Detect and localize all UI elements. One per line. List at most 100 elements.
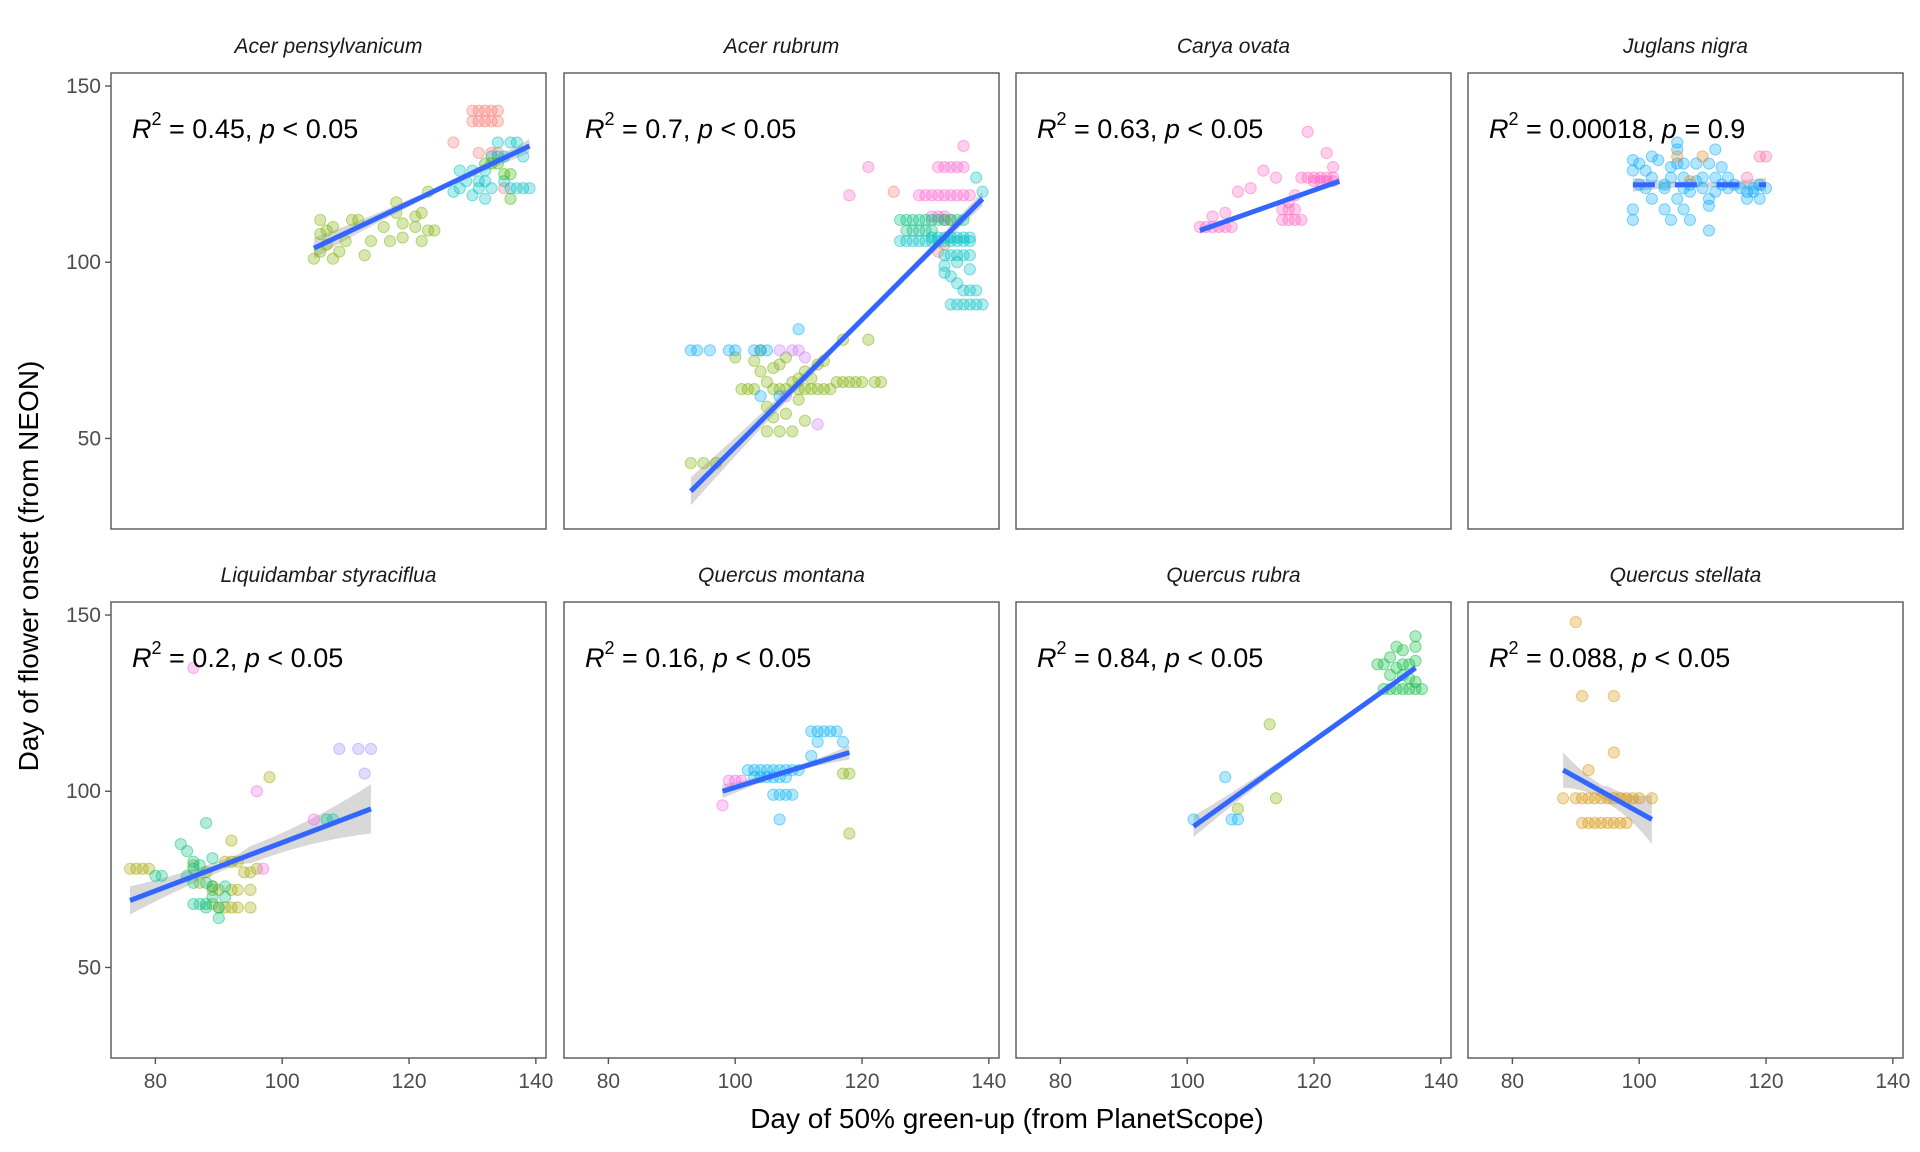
data-point bbox=[1696, 171, 1709, 184]
data-point bbox=[1225, 813, 1238, 826]
comma: , bbox=[245, 114, 260, 144]
data-point bbox=[1702, 157, 1716, 170]
data-point bbox=[1269, 171, 1283, 184]
p-operator: < bbox=[275, 114, 306, 144]
data-point bbox=[760, 375, 774, 389]
data-point bbox=[1288, 213, 1302, 227]
r-symbol: R bbox=[1037, 114, 1057, 144]
data-point bbox=[944, 213, 957, 227]
data-point bbox=[754, 365, 767, 378]
data-point bbox=[1683, 213, 1697, 227]
data-point bbox=[944, 249, 957, 262]
x-tick-label: 140 bbox=[971, 1070, 1006, 1093]
data-point bbox=[479, 192, 492, 205]
data-point bbox=[893, 234, 907, 248]
equals: = bbox=[1519, 643, 1550, 673]
data-point bbox=[1658, 182, 1671, 195]
data-point bbox=[1257, 164, 1270, 177]
data-point bbox=[130, 862, 143, 875]
data-point bbox=[1709, 143, 1722, 156]
data-point bbox=[951, 231, 964, 244]
data-point bbox=[805, 725, 818, 738]
data-point bbox=[1384, 668, 1397, 682]
p-symbol: p bbox=[1661, 114, 1677, 144]
panel-border bbox=[1015, 72, 1452, 530]
data-point bbox=[836, 767, 850, 780]
data-point bbox=[136, 862, 149, 875]
facet-panel: Liquidambar styraciflua R2 = 0.2, p < 0.0… bbox=[66, 564, 553, 1093]
data-point bbox=[1626, 203, 1639, 216]
data-point bbox=[748, 344, 761, 357]
r2-value: 0.16 bbox=[645, 643, 698, 673]
data-point bbox=[517, 182, 530, 195]
data-point bbox=[1658, 203, 1671, 216]
data-point bbox=[466, 189, 479, 202]
data-point bbox=[1269, 792, 1283, 805]
data-point bbox=[479, 104, 492, 117]
data-point bbox=[225, 834, 238, 847]
data-point bbox=[358, 249, 371, 262]
data-point bbox=[498, 175, 511, 188]
data-point bbox=[957, 234, 970, 248]
r2-value: 0.2 bbox=[192, 643, 230, 673]
x-tick-label: 140 bbox=[518, 1070, 553, 1093]
data-point bbox=[333, 245, 346, 258]
data-point bbox=[383, 234, 397, 248]
data-point bbox=[1620, 816, 1633, 830]
p-operator: < bbox=[1647, 643, 1678, 673]
data-point bbox=[1607, 816, 1620, 830]
facet-panel: Quercus stellata R2 = 0.088, p < 0.05 80 10… bbox=[1467, 564, 1910, 1093]
x-tick-label: 120 bbox=[392, 1070, 427, 1093]
data-point bbox=[352, 742, 365, 756]
data-point bbox=[364, 742, 378, 756]
data-point bbox=[925, 224, 938, 237]
confidence-ribbon bbox=[1632, 177, 1767, 192]
data-point bbox=[970, 284, 983, 297]
x-tick-label: 100 bbox=[1622, 1070, 1657, 1093]
data-point bbox=[307, 252, 321, 265]
facet-title: Acer rubrum bbox=[722, 35, 840, 58]
data-point bbox=[1569, 615, 1582, 629]
data-point bbox=[938, 213, 951, 227]
data-point bbox=[187, 661, 200, 674]
equals: = bbox=[162, 114, 193, 144]
data-point bbox=[212, 901, 225, 914]
x-tick-label: 80 bbox=[1049, 1070, 1072, 1093]
facet-panel: Carya ovata R2 = 0.63, p < 0.05 bbox=[1015, 35, 1452, 530]
data-point bbox=[1282, 213, 1295, 227]
superscript-2: 2 bbox=[152, 638, 162, 658]
facet-panel: Acer rubrum R2 = 0.7, p < 0.05 bbox=[563, 35, 1000, 530]
data-point bbox=[333, 742, 346, 756]
data-point bbox=[906, 213, 919, 227]
facet-title: Quercus stellata bbox=[1610, 564, 1762, 587]
data-point bbox=[206, 883, 219, 897]
data-point bbox=[798, 414, 812, 427]
data-point bbox=[225, 883, 238, 897]
data-point bbox=[1658, 178, 1671, 191]
data-point bbox=[1415, 682, 1428, 696]
data-point bbox=[1396, 682, 1409, 696]
data-point bbox=[938, 213, 951, 227]
data-point bbox=[307, 813, 321, 826]
data-point bbox=[447, 136, 460, 149]
data-point bbox=[479, 115, 492, 128]
plot-area bbox=[1187, 630, 1428, 838]
data-point bbox=[1576, 792, 1589, 805]
data-point bbox=[1601, 816, 1614, 830]
data-point bbox=[893, 213, 907, 227]
stat-annotation: R2 = 0.088, p < 0.05 bbox=[1489, 638, 1730, 673]
data-point bbox=[767, 382, 780, 396]
data-point bbox=[836, 735, 850, 749]
data-point bbox=[415, 234, 428, 248]
data-point bbox=[1626, 792, 1639, 805]
data-point bbox=[805, 382, 818, 396]
data-point bbox=[722, 344, 735, 357]
data-point bbox=[314, 227, 327, 241]
y-tick-label: 150 bbox=[66, 75, 101, 98]
data-point bbox=[944, 213, 957, 227]
data-point bbox=[193, 876, 206, 889]
data-point bbox=[1244, 182, 1257, 195]
data-point bbox=[409, 220, 422, 234]
data-point bbox=[1206, 210, 1219, 223]
comma: , bbox=[683, 114, 698, 144]
